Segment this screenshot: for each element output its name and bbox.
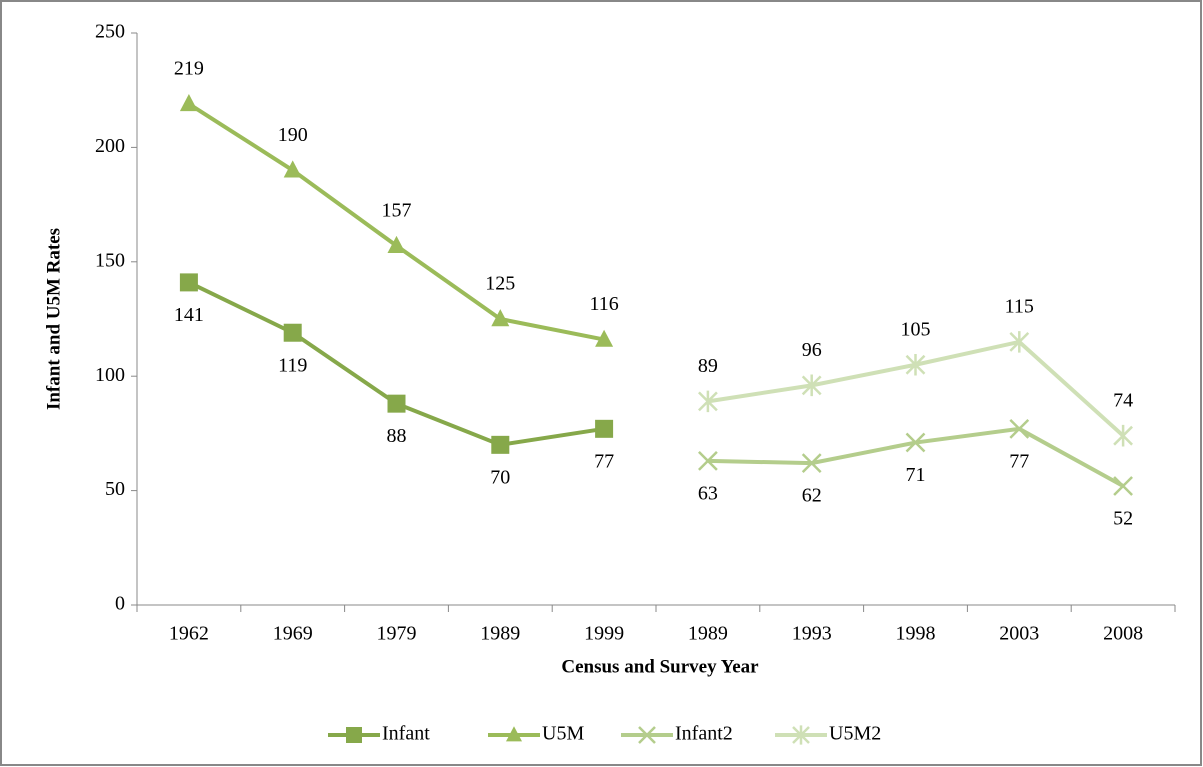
marker <box>595 329 614 347</box>
marker-part <box>179 94 198 112</box>
data-label: 62 <box>802 485 822 507</box>
y-tick-label: 0 <box>115 593 125 615</box>
data-label: 157 <box>382 199 412 221</box>
marker-part <box>801 453 822 474</box>
marker <box>801 453 822 474</box>
marker-part <box>595 419 614 438</box>
marker <box>506 726 522 742</box>
legend-label: U5M <box>542 723 584 745</box>
marker <box>283 323 302 342</box>
data-label: 125 <box>485 273 515 295</box>
marker-part <box>1009 331 1030 353</box>
y-tick-label: 100 <box>95 364 125 386</box>
data-label: 63 <box>698 482 718 504</box>
marker <box>283 160 302 178</box>
data-label: 116 <box>589 293 618 315</box>
marker <box>491 309 510 327</box>
marker-part <box>905 432 926 453</box>
marker-part <box>905 353 926 376</box>
marker <box>698 390 718 413</box>
marker-part <box>801 374 822 397</box>
marker <box>1009 331 1030 353</box>
x-tick-label: 2008 <box>1103 623 1143 645</box>
marker <box>179 273 198 292</box>
marker-part <box>638 726 656 744</box>
marker <box>387 394 406 413</box>
marker <box>387 235 406 253</box>
data-label: 96 <box>802 339 822 361</box>
x-tick-label: 1989 <box>688 623 728 645</box>
marker <box>179 94 198 112</box>
marker-part <box>283 160 302 178</box>
marker <box>905 432 926 453</box>
marker-part <box>283 323 302 342</box>
data-label: 119 <box>278 354 307 376</box>
marker-part <box>346 727 362 743</box>
marker-part <box>491 309 510 327</box>
data-label: 52 <box>1113 508 1133 530</box>
marker <box>792 725 810 745</box>
data-label: 71 <box>906 464 926 486</box>
marker-part <box>1009 418 1030 439</box>
data-label: 77 <box>1009 450 1029 472</box>
marker-part <box>387 394 406 413</box>
legend-label: Infant2 <box>675 723 733 745</box>
marker-part <box>698 390 718 413</box>
x-tick-label: 1993 <box>792 623 832 645</box>
marker-part <box>387 235 406 253</box>
y-tick-label: 200 <box>95 135 125 157</box>
marker <box>346 727 362 743</box>
data-label: 141 <box>174 304 204 326</box>
marker-part <box>491 435 510 454</box>
y-tick-label: 50 <box>105 478 125 500</box>
marker <box>1113 424 1133 447</box>
data-label: 115 <box>1005 295 1034 317</box>
x-tick-label: 1989 <box>480 623 520 645</box>
marker <box>1009 418 1030 439</box>
y-tick-label: 250 <box>95 21 125 43</box>
marker-part <box>698 450 718 471</box>
data-label: 70 <box>490 466 510 488</box>
marker <box>801 374 822 397</box>
data-label: 89 <box>698 355 718 377</box>
y-tick-label: 150 <box>95 249 125 271</box>
marker-part <box>595 329 614 347</box>
marker <box>698 450 718 471</box>
marker <box>638 726 656 744</box>
marker-part <box>1113 424 1133 447</box>
marker-part <box>1113 476 1133 496</box>
x-tick-label: 1969 <box>273 623 313 645</box>
data-label: 88 <box>387 425 407 447</box>
x-axis-title: Census and Survey Year <box>561 656 759 677</box>
x-tick-label: 1999 <box>584 623 624 645</box>
x-tick-label: 1998 <box>896 623 936 645</box>
marker-part <box>792 725 810 745</box>
marker <box>1113 476 1133 496</box>
marker <box>595 419 614 438</box>
x-tick-label: 1979 <box>377 623 417 645</box>
x-tick-label: 1962 <box>169 623 209 645</box>
marker <box>491 435 510 454</box>
marker <box>905 353 926 376</box>
data-label: 74 <box>1113 389 1133 411</box>
data-label: 190 <box>278 124 308 146</box>
marker-part <box>179 273 198 292</box>
x-tick-label: 2003 <box>999 623 1039 645</box>
y-axis-title: Infant and U5M Rates <box>43 228 64 410</box>
data-label: 77 <box>594 450 614 472</box>
legend-label: U5M2 <box>829 723 881 745</box>
data-label: 105 <box>901 318 931 340</box>
marker-part <box>506 726 522 742</box>
legend-label: Infant <box>382 723 430 745</box>
data-label: 219 <box>174 58 204 80</box>
